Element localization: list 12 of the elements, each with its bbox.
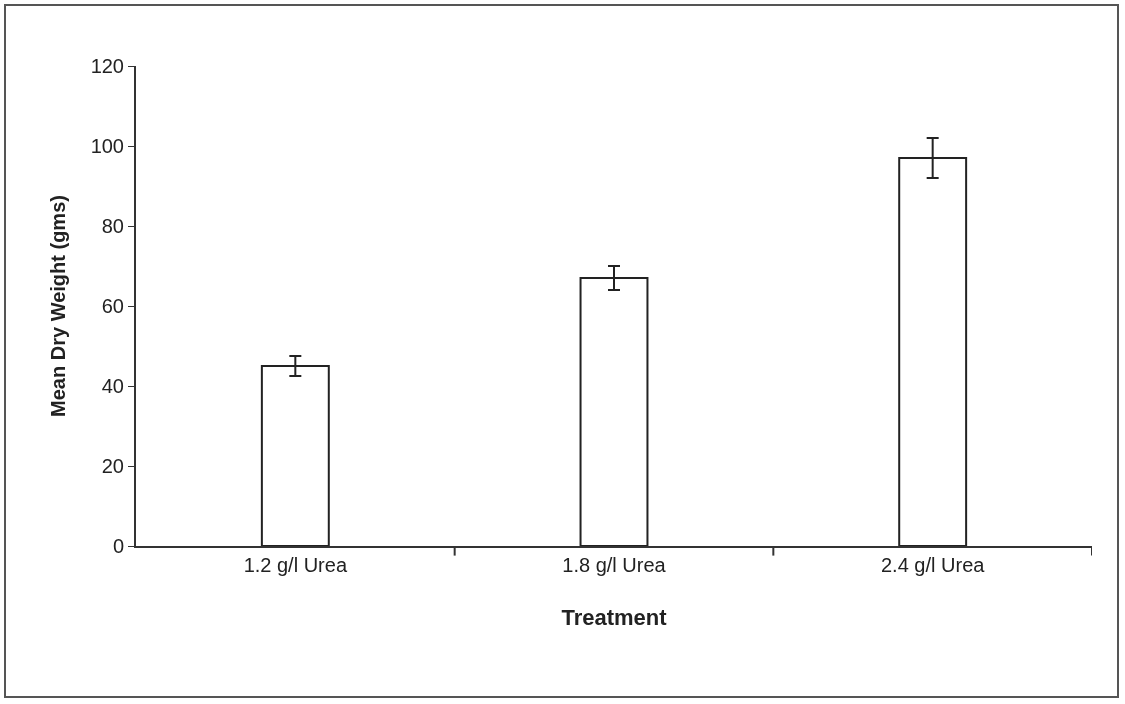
y-axis-title: Mean Dry Weight (gms): [46, 195, 69, 417]
y-tick-label: 100: [90, 135, 124, 157]
y-tick-label: 40: [101, 375, 124, 397]
x-tick-label: 2.4 g/l Urea: [880, 554, 986, 576]
y-tick-label: 120: [90, 55, 124, 77]
x-axis-title: Treatment: [561, 605, 668, 631]
x-tick-label: 1.8 g/l Urea: [562, 554, 667, 576]
y-tick-label: 60: [101, 295, 124, 317]
y-tick-label: 20: [101, 455, 124, 477]
y-tick-label: 0: [112, 535, 124, 557]
x-tick-label: 1.2 g/l Urea: [243, 554, 348, 576]
y-tick-label: 80: [101, 215, 124, 237]
